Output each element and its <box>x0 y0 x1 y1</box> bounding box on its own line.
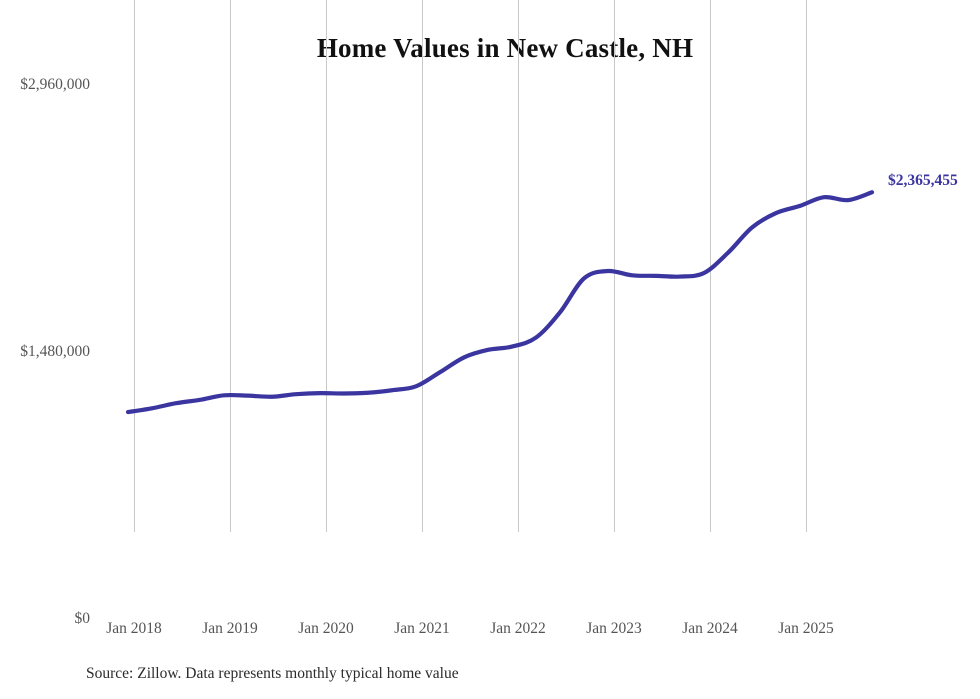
x-axis-tick-jan-2025: Jan 2025 <box>778 620 834 637</box>
y-axis-tick-bottom: $0 <box>74 610 91 627</box>
gridline-jan-2020 <box>326 0 327 532</box>
gridline-jan-2018 <box>134 0 135 532</box>
home-value-line <box>125 190 875 415</box>
x-axis-tick-jan-2024: Jan 2024 <box>682 620 738 637</box>
y-axis-tick-mid: $1,480,000 <box>20 343 90 360</box>
x-axis-tick-jan-2021: Jan 2021 <box>394 620 450 637</box>
gridline-jan-2025 <box>806 0 807 532</box>
gridline-jan-2023 <box>614 0 615 532</box>
gridline-jan-2019 <box>230 0 231 532</box>
chart-title: Home Values in New Castle, NH <box>316 33 694 63</box>
x-axis-tick-jan-2020: Jan 2020 <box>298 620 354 637</box>
source-note: Source: Zillow. Data represents monthly … <box>86 665 459 682</box>
x-axis-tick-jan-2023: Jan 2023 <box>586 620 642 637</box>
x-axis-tick-jan-2022: Jan 2022 <box>490 620 546 637</box>
gridline-jan-2021 <box>422 0 423 532</box>
x-axis-tick-jan-2018: Jan 2018 <box>106 620 162 637</box>
x-axis-tick-jan-2019: Jan 2019 <box>202 620 258 637</box>
y-axis-tick-top: $2,960,000 <box>20 76 90 93</box>
end-value-label: $2,365,455 <box>888 172 958 189</box>
gridline-jan-2024 <box>710 0 711 532</box>
gridline-jan-2022 <box>518 0 519 532</box>
